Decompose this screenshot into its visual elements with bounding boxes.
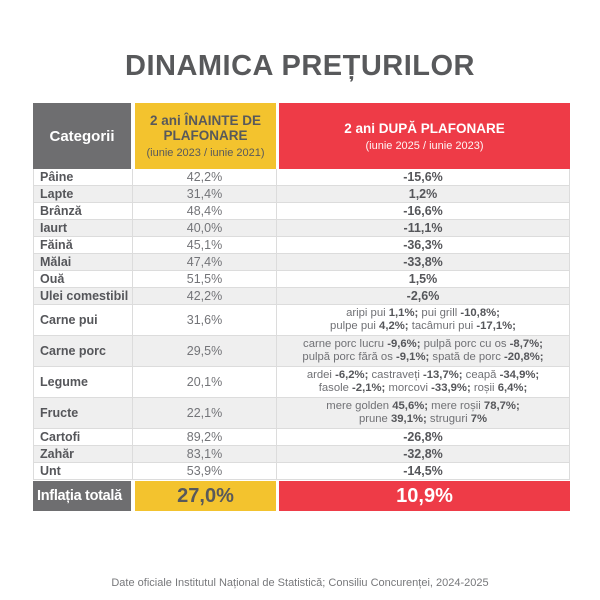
row-after-value: -33,8% — [403, 255, 443, 269]
table-row: Fructe 22,1% mere golden 45,6%; mere roșii… — [34, 398, 569, 429]
row-after-line: pulpe pui 4,2%; tacâmuri pui -17,1%; — [330, 320, 516, 332]
row-after-line: fasole -2,1%; morcovi -33,9%; roșii 6,4%… — [318, 382, 528, 394]
row-category: Unt — [34, 463, 133, 479]
table-row: Lapte 31,4% 1,2% — [34, 186, 569, 203]
total-before-value: 27,0% — [135, 481, 276, 511]
header-category: Categorii — [33, 103, 131, 169]
row-after-value: -26,8% — [403, 430, 443, 444]
row-after-value: 1,2% — [408, 187, 438, 201]
row-category: Mălai — [34, 254, 133, 270]
table-row: Iaurt 40,0% -11,1% — [34, 220, 569, 237]
row-before-value: 47,4% — [133, 254, 277, 270]
table-row: Ouă 51,5% 1,5% — [34, 271, 569, 288]
row-after-value: ardei -6,2%; castraveți -13,7%; ceapă -3… — [277, 367, 569, 397]
table-row: Făină 45,1% -36,3% — [34, 237, 569, 254]
row-before-value: 22,1% — [133, 398, 277, 428]
header-after-plafonare: 2 ani DUPĂ PLAFONARE (iunie 2025 / iunie… — [279, 103, 570, 169]
table-row: Pâine 42,2% -15,6% — [34, 169, 569, 186]
row-after-line: aripi pui 1,1%; pui grill -10,8%; — [346, 307, 500, 319]
table-row: Carne porc 29,5% carne porc lucru -9,6%; p… — [34, 336, 569, 367]
row-after-line: ardei -6,2%; castraveți -13,7%; ceapă -3… — [306, 369, 540, 381]
row-after-value: -11,1% — [403, 221, 443, 235]
page-title: DINAMICA PREȚURILOR — [125, 50, 475, 82]
table-rows: Pâine 42,2% -15,6% Lapte 31,4% 1,2% Brânză 48,4… — [33, 169, 570, 480]
total-after-value: 10,9% — [279, 481, 570, 511]
header-before-subtitle: (iunie 2023 / iunie 2021) — [146, 147, 265, 159]
row-category: Ulei comestibil — [34, 288, 133, 304]
row-after-value: -15,6% — [403, 170, 443, 184]
row-category: Zahăr — [34, 446, 133, 462]
row-after-value: -36,3% — [403, 238, 443, 252]
row-category: Cartofi — [34, 429, 133, 445]
row-before-value: 42,2% — [133, 288, 277, 304]
row-before-value: 20,1% — [133, 367, 277, 397]
table-row: Carne pui 31,6% aripi pui 1,1%; pui grill … — [34, 305, 569, 336]
row-after-value: -16,6% — [403, 204, 443, 218]
source-note: Date oficiale Institutul Național de Sta… — [111, 577, 489, 589]
header-after-title: 2 ani DUPĂ PLAFONARE — [344, 120, 505, 136]
row-after-value: aripi pui 1,1%; pui grill -10,8%; pulpe p… — [277, 305, 569, 335]
row-before-value: 89,2% — [133, 429, 277, 445]
table-row: Ulei comestibil 42,2% -2,6% — [34, 288, 569, 305]
row-category: Lapte — [34, 186, 133, 202]
row-category: Carne pui — [34, 305, 133, 335]
row-after-line: mere golden 45,6%; mere roșii 78,7%; — [326, 400, 520, 412]
row-before-value: 31,6% — [133, 305, 277, 335]
row-after-line: prune 39,1%; struguri 7% — [358, 413, 488, 425]
row-category: Pâine — [34, 169, 133, 185]
total-row: Inflația totală 27,0% 10,9% — [33, 481, 570, 511]
row-category: Iaurt — [34, 220, 133, 236]
table-row: Cartofi 89,2% -26,8% — [34, 429, 569, 446]
row-before-value: 48,4% — [133, 203, 277, 219]
row-category: Făină — [34, 237, 133, 253]
row-after-line: carne porc lucru -9,6%; pulpă porc cu os… — [303, 338, 543, 350]
row-before-value: 29,5% — [133, 336, 277, 366]
row-after-value: 1,5% — [408, 272, 438, 286]
row-before-value: 83,1% — [133, 446, 277, 462]
row-after-line: pulpă porc fără os -9,1%; spată de porc … — [302, 351, 544, 363]
row-before-value: 31,4% — [133, 186, 277, 202]
row-category: Carne porc — [34, 336, 133, 366]
row-category: Ouă — [34, 271, 133, 287]
row-after-value: -32,8% — [403, 447, 443, 461]
row-category: Legume — [34, 367, 133, 397]
table-row: Unt 53,9% -14,5% — [34, 463, 569, 480]
total-label: Inflația totală — [33, 481, 131, 511]
table-header-row: Categorii 2 ani ÎNAINTE DE PLAFONARE (iu… — [33, 103, 570, 169]
header-before-plafonare: 2 ani ÎNAINTE DE PLAFONARE (iunie 2023 /… — [135, 103, 276, 169]
table-row: Mălai 47,4% -33,8% — [34, 254, 569, 271]
price-dynamics-table: Categorii 2 ani ÎNAINTE DE PLAFONARE (iu… — [33, 103, 570, 511]
row-after-value: -2,6% — [406, 289, 440, 303]
row-after-value: -14,5% — [403, 464, 443, 478]
header-before-title: 2 ani ÎNAINTE DE PLAFONARE — [149, 113, 262, 143]
row-before-value: 51,5% — [133, 271, 277, 287]
row-after-value: mere golden 45,6%; mere roșii 78,7%; prun… — [277, 398, 569, 428]
table-row: Legume 20,1% ardei -6,2%; castraveți -13,7… — [34, 367, 569, 398]
header-after-subtitle: (iunie 2025 / iunie 2023) — [365, 139, 484, 152]
table-row: Zahăr 83,1% -32,8% — [34, 446, 569, 463]
row-before-value: 53,9% — [133, 463, 277, 479]
row-after-value: carne porc lucru -9,6%; pulpă porc cu os… — [277, 336, 569, 366]
table-row: Brânză 48,4% -16,6% — [34, 203, 569, 220]
row-before-value: 45,1% — [133, 237, 277, 253]
row-before-value: 42,2% — [133, 169, 277, 185]
row-category: Brânză — [34, 203, 133, 219]
row-category: Fructe — [34, 398, 133, 428]
row-before-value: 40,0% — [133, 220, 277, 236]
